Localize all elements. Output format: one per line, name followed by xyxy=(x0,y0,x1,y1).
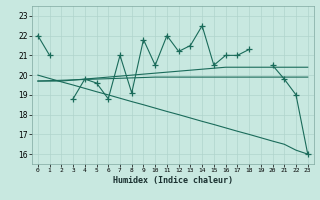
X-axis label: Humidex (Indice chaleur): Humidex (Indice chaleur) xyxy=(113,176,233,185)
